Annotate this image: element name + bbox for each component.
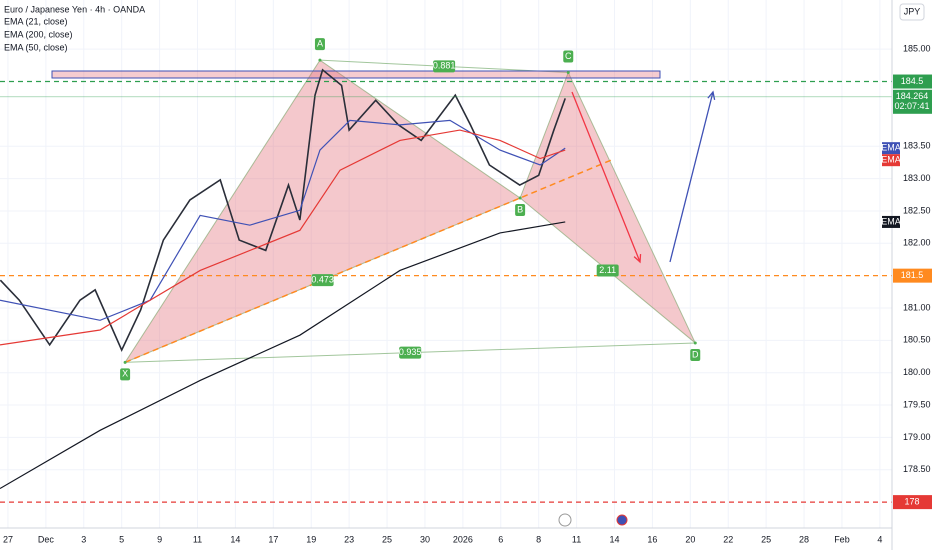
y-tick-label: 179.50: [903, 399, 931, 409]
pattern-point: [693, 341, 697, 345]
x-tick-label: 11: [193, 534, 202, 544]
y-tick-label: 183.50: [903, 141, 931, 151]
pattern-point-box: [515, 204, 526, 216]
x-tick-label: 16: [647, 534, 657, 544]
y-tick-label: 180.50: [903, 335, 931, 345]
ema-line: [0, 129, 566, 346]
arrow-head: [633, 253, 642, 264]
level-label: 181.5: [901, 270, 924, 280]
pattern-point: [518, 196, 522, 200]
x-tick-label: 28: [799, 534, 809, 544]
last-price-label: 184.264: [896, 91, 929, 101]
currency-box[interactable]: [899, 3, 925, 21]
x-tick-label: 23: [344, 534, 354, 544]
legend-entry: EMA (200, close): [4, 29, 73, 39]
pattern-point: [566, 70, 570, 74]
y-tick-label: 179.00: [903, 432, 931, 442]
y-tick-label: 180.00: [903, 367, 931, 377]
level-tag: [893, 495, 932, 510]
projection-arrow: [571, 91, 641, 263]
pattern-point-label: C: [565, 51, 572, 61]
grid: [0, 0, 892, 528]
pattern-point-label: A: [317, 39, 323, 49]
x-tick-label: 11: [572, 534, 581, 544]
countdown: 02:07:41: [894, 101, 929, 111]
x-tick-label: 14: [230, 534, 240, 544]
x-tick-label: Dec: [38, 534, 55, 544]
trend-line: [124, 159, 612, 364]
ratio-label: 0.881: [433, 61, 456, 71]
y-tick-label: 185.00: [903, 44, 931, 54]
arrow-head: [707, 90, 716, 100]
ema-tag: [882, 142, 900, 155]
level-label: 178: [904, 496, 919, 506]
x-tick-label: 20: [685, 534, 695, 544]
ema-tag: [882, 154, 900, 167]
event-icon[interactable]: [616, 514, 628, 526]
legend-entry: EMA (21, close): [4, 16, 68, 26]
axes: 27 Dec 3 5 9 11 14 17 19 23 25 30 2026 6 8 11 14 16 20 22 25…: [3, 44, 932, 544]
pattern-point: [123, 360, 127, 364]
ratio-label-box: [596, 264, 619, 277]
x-tick-label: 19: [306, 534, 316, 544]
level-tag: [893, 268, 932, 283]
x-tick-label: 25: [382, 534, 392, 544]
price-line: [0, 68, 566, 352]
last-price-tag: [893, 89, 932, 114]
x-tick-label: 9: [157, 534, 162, 544]
ratio-label-box: [311, 274, 334, 287]
y-tick-label: 183.00: [903, 173, 931, 183]
ratio-label: 0.935: [399, 347, 422, 357]
pattern-point-box: [120, 368, 131, 381]
y-tick-label: 178.50: [903, 464, 931, 474]
ema-line: [0, 221, 566, 490]
ema-tag-label: EMA: [881, 155, 901, 165]
ratio-label-box: [433, 60, 456, 73]
x-tick-label: 25: [761, 534, 771, 544]
x-tick-label: 6: [498, 534, 503, 544]
pattern-point-box: [563, 50, 574, 63]
ratio-label-box: [399, 346, 422, 359]
resistance-zone: [51, 70, 661, 79]
legend-entry: EMA (50, close): [4, 42, 68, 52]
ema-tag-label: EMA: [881, 143, 901, 153]
x-tick-label: 8: [536, 534, 541, 544]
x-tick-label: 17: [268, 534, 278, 544]
y-tick-label: 182.00: [903, 238, 931, 248]
currency[interactable]: JPY: [904, 6, 921, 16]
ema-tag-label: EMA: [881, 216, 901, 226]
chart-title: Euro / Japanese Yen · 4h · OANDA: [4, 4, 145, 14]
pattern-point-box: [314, 38, 325, 51]
ema-tag: [882, 215, 900, 228]
x-tick-label: 30: [420, 534, 430, 544]
y-tick-label: 181.00: [903, 302, 931, 312]
level-tag: [893, 74, 932, 89]
x-tick-label: 5: [119, 534, 124, 544]
pattern-point-label: B: [517, 204, 523, 214]
ratio-label: 0.473: [311, 275, 334, 285]
y-tick-label: 182.50: [903, 205, 931, 215]
event-icon[interactable]: [558, 513, 572, 527]
x-tick-label: 14: [609, 534, 619, 544]
pattern-point-label: X: [122, 369, 128, 379]
level-label: 184.5: [901, 76, 924, 86]
pattern-point-label: D: [692, 349, 699, 359]
pattern-point-box: [690, 348, 701, 361]
projection-arrow: [669, 91, 714, 263]
pattern-point: [318, 58, 322, 62]
x-tick-label: 2026: [453, 534, 473, 544]
x-tick-label: Feb: [834, 534, 850, 544]
x-tick-label: 3: [81, 534, 86, 544]
x-tick-label: 4: [877, 534, 882, 544]
x-tick-label: 22: [723, 534, 733, 544]
x-tick-label: 27: [3, 534, 13, 544]
ratio-label: 2.11: [599, 265, 616, 275]
